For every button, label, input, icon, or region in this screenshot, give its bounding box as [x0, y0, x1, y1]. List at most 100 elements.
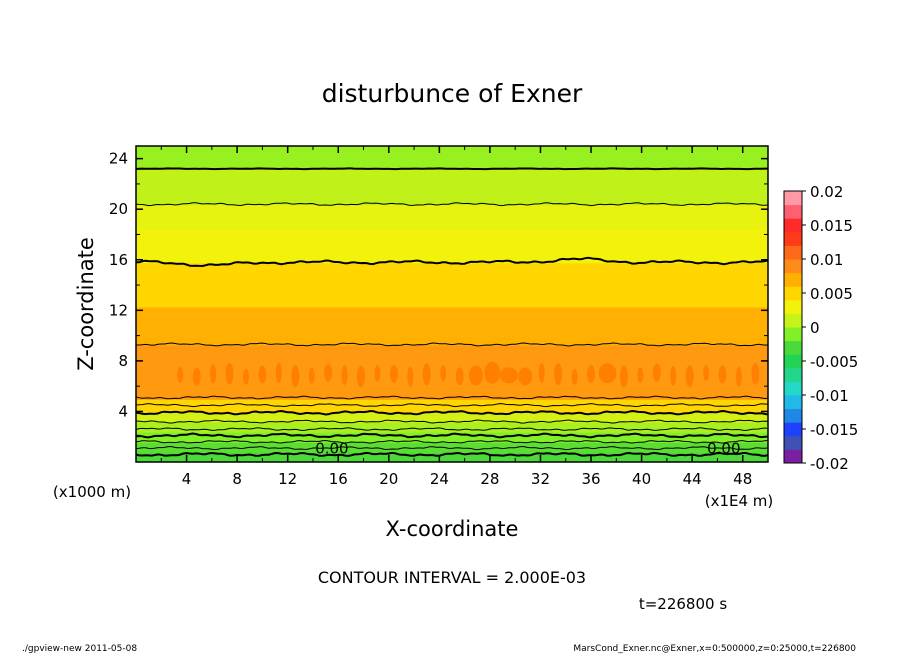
x-tick-label: 20 [379, 470, 398, 488]
contour-line [136, 342, 768, 347]
contour-band-7 [136, 305, 768, 346]
colorbar-tick-label: -0.01 [810, 387, 849, 405]
max-blob [670, 365, 677, 386]
chart-title: disturbunce of Exner [322, 79, 583, 108]
y-axis-label: Z-coordinate [74, 237, 98, 371]
y-tick-label: 24 [109, 150, 128, 168]
max-blob [210, 363, 217, 384]
max-blob [499, 367, 518, 384]
colorbar-level [784, 449, 802, 464]
max-blob [177, 366, 184, 383]
max-blob [291, 365, 300, 388]
plot-area [136, 146, 768, 462]
max-blob [407, 366, 414, 387]
colorbar [784, 191, 802, 464]
max-blob [751, 362, 760, 385]
x-tick-label: 36 [581, 470, 600, 488]
contour-band-8 [136, 261, 768, 308]
contour-line [136, 202, 768, 207]
max-blob [637, 367, 644, 384]
colorbar-level [784, 354, 802, 369]
x-tick-label: 44 [683, 470, 702, 488]
contour-line [136, 432, 768, 439]
colorbar-level [784, 191, 802, 206]
max-blob [484, 361, 501, 384]
colorbar-level [784, 408, 802, 423]
colorbar-level [784, 272, 802, 287]
max-blob [308, 367, 315, 384]
max-blob [538, 363, 545, 384]
colorbar-level [784, 231, 802, 246]
colorbar-level [784, 327, 802, 342]
y-tick-label: 12 [109, 301, 128, 319]
colorbar-level [784, 245, 802, 260]
contour-line [136, 256, 768, 268]
colorbar-level [784, 422, 802, 437]
contour-band-11 [136, 167, 768, 206]
colorbar-level [784, 313, 802, 328]
max-blob [374, 365, 381, 382]
footer-right: MarsCond_Exner.nc@Exner,x=0:500000,z=0:2… [573, 644, 856, 654]
max-blob [571, 368, 578, 385]
zero-contour-label: 0.00 [315, 440, 348, 458]
max-blob [324, 363, 333, 382]
max-blob [718, 365, 727, 384]
contour-line [136, 451, 768, 458]
contour-interval-text: CONTOUR INTERVAL = 2.000E-03 [318, 568, 586, 587]
x-tick-label: 32 [531, 470, 550, 488]
colorbar-tick-label: -0.005 [810, 353, 858, 371]
colorbar-tick-label: 0.02 [810, 183, 843, 201]
max-blob [469, 365, 483, 386]
maximum-value-blobs [177, 361, 760, 388]
contour-line [136, 427, 768, 432]
max-blob [243, 368, 249, 385]
x-tick-label: 8 [232, 470, 242, 488]
x-tick-label: 40 [632, 470, 651, 488]
x-tick-label: 4 [182, 470, 192, 488]
y-tick-label: 8 [118, 352, 128, 370]
zero-contour-labels: 0.00 0.00 [315, 440, 740, 458]
colorbar-level [784, 299, 802, 314]
max-blob [685, 365, 694, 388]
x-tick-label: 24 [430, 470, 449, 488]
colorbar-level [784, 286, 802, 301]
colorbar-level [784, 340, 802, 355]
y-tick-label: 4 [118, 402, 128, 420]
colorbar-tick-label: -0.015 [810, 421, 858, 439]
max-blob [341, 365, 348, 386]
contour-band-12 [136, 146, 768, 170]
colorbar-level [784, 395, 802, 410]
colorbar-tick-label: 0 [810, 319, 820, 337]
footer-left: ./gpview-new 2011-05-08 [22, 644, 137, 654]
x-tick-label: 16 [329, 470, 348, 488]
max-blob [735, 366, 742, 387]
contour-band-10 [136, 203, 768, 230]
y-tick-label: 20 [109, 200, 128, 218]
colorbar-level [784, 259, 802, 274]
colorbar-level [784, 204, 802, 219]
x-tick-label: 48 [733, 470, 752, 488]
colorbar-labels: 0.02 0.015 0.01 0.005 0 -0.005 -0.01 -0.015 -0.0… [802, 183, 858, 473]
zero-contour-label: 0.00 [707, 440, 740, 458]
contour-band-1 [136, 440, 768, 453]
colorbar-tick-label: 0.01 [810, 251, 843, 269]
contour-band-9 [136, 227, 768, 264]
max-blob [703, 365, 710, 381]
colorbar-level [784, 367, 802, 382]
contour-line [136, 403, 768, 408]
contour-line [136, 409, 768, 416]
max-blob [587, 365, 595, 383]
max-blob [619, 365, 628, 388]
x-axis-ticks: 4 8 12 16 20 24 28 32 36 40 44 48 [160, 146, 752, 488]
colorbar-tick-label: -0.02 [810, 455, 849, 473]
colorbar-level [784, 381, 802, 396]
max-blob [258, 365, 267, 384]
max-blob [518, 367, 533, 386]
max-blob [422, 363, 431, 386]
max-blob [192, 367, 201, 386]
x-axis-unit: (x1E4 m) [705, 492, 774, 510]
contour-line [136, 167, 768, 171]
x-tick-label: 12 [278, 470, 297, 488]
x-tick-label: 28 [480, 470, 499, 488]
max-blob [357, 365, 365, 388]
